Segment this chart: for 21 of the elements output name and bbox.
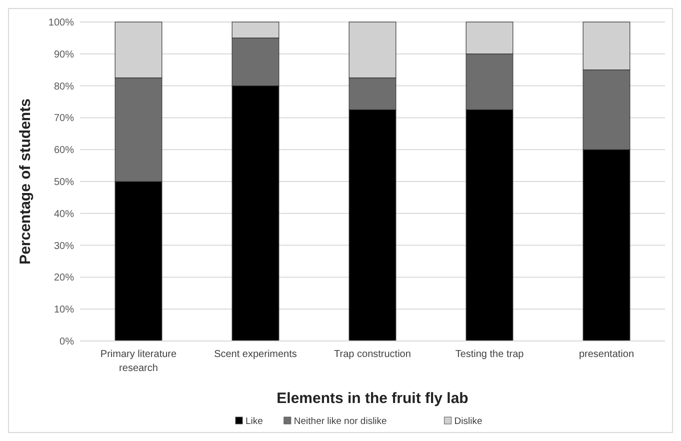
y-tick-label: 0% bbox=[60, 336, 74, 348]
y-tick-label: 30% bbox=[54, 240, 74, 252]
y-tick-label: 70% bbox=[54, 113, 74, 124]
x-tick-label: Primary literature research bbox=[100, 349, 177, 374]
y-tick-label: 10% bbox=[54, 304, 74, 316]
x-axis-title: Elements in the fruit fly lab bbox=[276, 390, 468, 407]
y-tick-label: 100% bbox=[48, 18, 74, 28]
y-tick-label: 20% bbox=[54, 272, 74, 284]
y-tick-label: 60% bbox=[54, 145, 74, 156]
legend-label: Like bbox=[246, 416, 263, 427]
x-tick-label: Trap construction bbox=[334, 349, 411, 360]
legend-label: Dislike bbox=[454, 416, 482, 427]
y-tick-label: 40% bbox=[54, 208, 74, 220]
y-tick-label: 80% bbox=[54, 81, 74, 92]
x-tick-label: Scent experiments bbox=[214, 349, 297, 360]
x-tick-label: Testing the trap bbox=[455, 349, 524, 360]
x-tick-label: presentation bbox=[578, 349, 634, 360]
y-tick-label: 90% bbox=[54, 49, 74, 60]
y-axis-title: Percentage of students bbox=[17, 98, 34, 264]
y-tick-label: 50% bbox=[54, 177, 74, 188]
legend-label: Neither like nor dislike bbox=[294, 416, 387, 427]
